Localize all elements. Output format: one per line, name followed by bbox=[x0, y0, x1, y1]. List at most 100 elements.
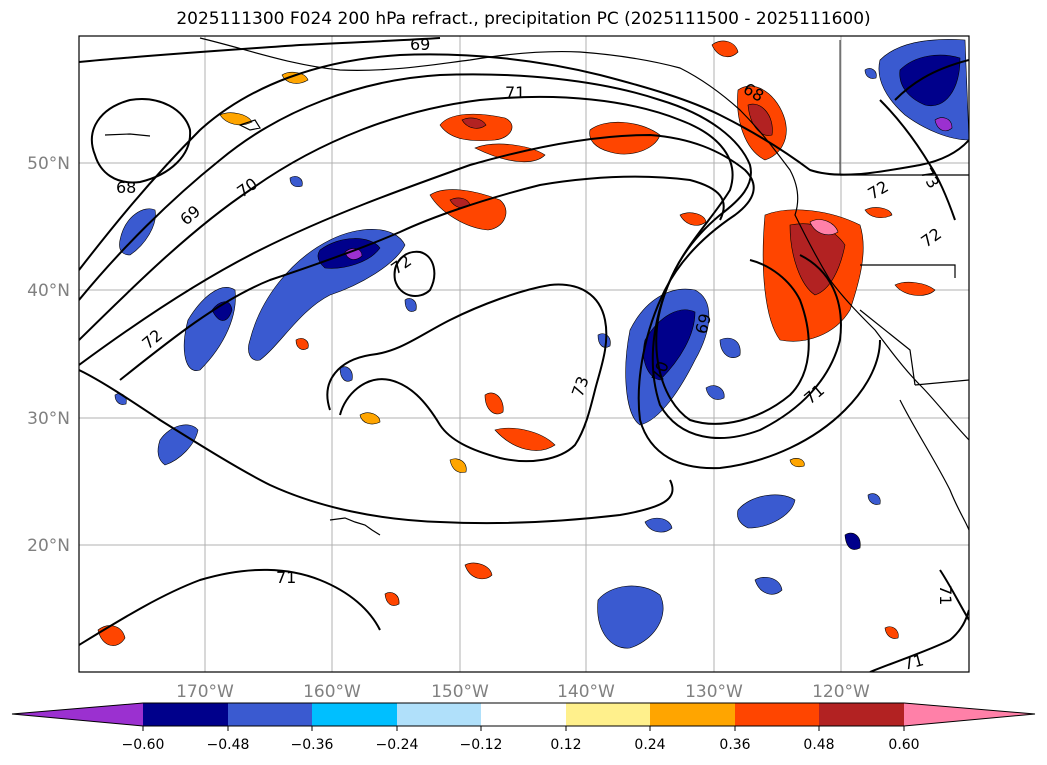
pos-blob-small-7 bbox=[449, 458, 467, 473]
colorbar-segment-7 bbox=[650, 703, 735, 726]
lon-label-160w: 160°W bbox=[303, 682, 361, 702]
pos-blob-oregon bbox=[864, 207, 893, 219]
map-frame bbox=[78, 35, 970, 673]
colorbar-segment-min bbox=[12, 703, 143, 726]
pos-blob-gulf-south bbox=[474, 143, 546, 163]
neg-blob-small-1 bbox=[404, 298, 417, 312]
map-title: 2025111300 F024 200 hPa refract., precip… bbox=[176, 9, 871, 29]
colorbar-tick-label: 0.60 bbox=[888, 737, 919, 753]
aleutian-island-1 bbox=[238, 119, 261, 131]
lon-label-170w: 170°W bbox=[176, 682, 234, 702]
lon-label-130w: 130°W bbox=[685, 682, 743, 702]
contour-73-closed bbox=[326, 283, 608, 463]
contour-69-main bbox=[79, 73, 810, 425]
contour-label-69: 69 bbox=[410, 35, 430, 54]
coastlines bbox=[104, 37, 969, 536]
map-background bbox=[79, 36, 969, 672]
pos-blob-west bbox=[97, 625, 126, 646]
neg-blob-south-3 bbox=[644, 517, 673, 533]
contour-71-southwest bbox=[79, 568, 381, 646]
contour-label-71: 71 bbox=[505, 83, 525, 102]
colorbar-segment-8 bbox=[735, 703, 819, 726]
neg-blob-south-1 bbox=[737, 494, 796, 529]
neg-blob-west-2-core bbox=[211, 301, 233, 321]
latitude-labels: 50°N 40°N 30°N 20°N bbox=[27, 154, 70, 556]
contour-72-northeast bbox=[894, 59, 969, 101]
neg-blob-south-2 bbox=[597, 585, 664, 649]
contour-label-68-w: 68 bbox=[116, 178, 136, 197]
contour-73-northeast bbox=[879, 99, 956, 221]
lon-label-150w: 150°W bbox=[431, 682, 489, 702]
colorbar-segment-3 bbox=[312, 703, 397, 726]
pos-blob-small-8 bbox=[884, 626, 899, 639]
colorbar-tick-label: −0.24 bbox=[376, 737, 419, 753]
colorbar-segment-5 bbox=[481, 703, 566, 726]
refractivity-contours bbox=[79, 37, 969, 672]
pos-blob-small-5 bbox=[295, 338, 309, 350]
colorbar-tick-label: −0.48 bbox=[207, 737, 250, 753]
neg-blob-small-6 bbox=[864, 68, 877, 79]
colorbar-tick-label: 0.24 bbox=[634, 737, 665, 753]
colorbar-tick-label: 0.12 bbox=[550, 737, 581, 753]
pos-blob-sub-1 bbox=[484, 392, 504, 415]
contour-71-southeast bbox=[869, 609, 969, 672]
pos-blob-small-2 bbox=[281, 71, 309, 84]
lat-label-50n: 50°N bbox=[27, 154, 70, 174]
lat-label-30n: 30°N bbox=[27, 409, 70, 429]
contour-68-closed bbox=[90, 98, 192, 184]
neg-blob-small-2 bbox=[339, 366, 353, 382]
contour-72-main bbox=[119, 175, 725, 381]
colorbar-segment-6 bbox=[566, 703, 650, 726]
pos-blob-sub-2 bbox=[494, 427, 556, 451]
contour-72-closed bbox=[393, 250, 436, 297]
pos-blob-bc-coast-core bbox=[747, 103, 773, 136]
colorbar: −0.60 −0.48 −0.36 −0.24 −0.12 0.12 0.24 … bbox=[11, 702, 1036, 753]
contour-70-main bbox=[79, 95, 842, 439]
positive-anomaly-areas bbox=[97, 40, 936, 646]
neg-blob-west-3 bbox=[157, 424, 199, 466]
longitude-labels: 170°W 160°W 150°W 140°W 130°W 120°W bbox=[176, 682, 870, 702]
neg-blob-offshore-2 bbox=[719, 337, 741, 359]
contour-71-east bbox=[939, 569, 969, 621]
neg-blob-canada-peak bbox=[934, 117, 953, 132]
neg-blob-small-5 bbox=[705, 385, 725, 400]
pos-blob-small-6 bbox=[384, 592, 400, 606]
neg-blob-south-4 bbox=[754, 577, 783, 595]
state-border-1 bbox=[860, 264, 956, 278]
contour-68-outer bbox=[79, 53, 969, 271]
neg-blob-small-3 bbox=[289, 176, 303, 188]
colorbar-tick-label: −0.12 bbox=[460, 737, 503, 753]
pos-blob-california-peak bbox=[809, 219, 839, 235]
graticule bbox=[79, 36, 969, 672]
contour-label-71-se: 71 bbox=[901, 650, 926, 674]
neg-blob-south-5 bbox=[844, 532, 861, 550]
pos-blob-sub-3 bbox=[464, 562, 493, 580]
colorbar-segment-9 bbox=[819, 703, 904, 726]
aleutian-chain bbox=[104, 133, 151, 137]
contour-71-south bbox=[79, 369, 674, 525]
lat-label-20n: 20°N bbox=[27, 536, 70, 556]
pos-blob-gulf-north-core bbox=[461, 117, 487, 129]
neg-blob-central bbox=[248, 229, 406, 361]
baja-coast bbox=[899, 399, 969, 531]
north-america-coast bbox=[199, 37, 969, 441]
contour-label-69-offshore: 69 bbox=[692, 311, 716, 336]
colorbar-tick-label: −0.60 bbox=[122, 737, 165, 753]
pos-blob-alaska-coast bbox=[711, 40, 739, 58]
colorbar-segment-max bbox=[904, 703, 1035, 726]
pos-blob-small-4 bbox=[359, 412, 381, 425]
colorbar-segment-4 bbox=[397, 703, 481, 726]
pos-blob-small-3 bbox=[219, 112, 253, 126]
mexico-border bbox=[914, 379, 969, 386]
lat-label-40n: 40°N bbox=[27, 281, 70, 301]
contour-69-north bbox=[79, 37, 441, 63]
colorbar-segment-2 bbox=[228, 703, 312, 726]
pos-blob-gulf-east bbox=[589, 121, 661, 155]
colorbar-tick-label: 0.48 bbox=[803, 737, 834, 753]
state-border-2 bbox=[859, 309, 916, 386]
contour-label-71-e: 71 bbox=[936, 585, 955, 605]
pos-blob-nevada bbox=[894, 281, 936, 296]
neg-blob-small-8 bbox=[867, 493, 881, 505]
contour-label-71-sw: 71 bbox=[276, 568, 296, 587]
